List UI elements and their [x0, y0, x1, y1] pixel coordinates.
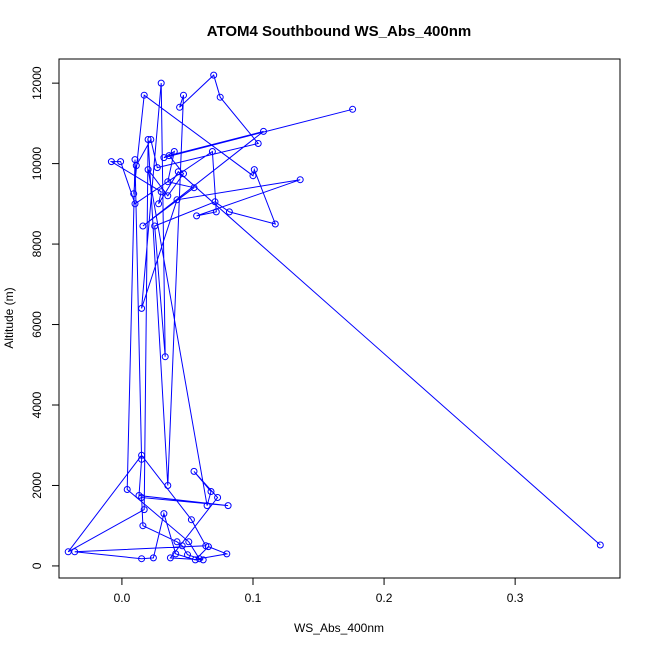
y-tick-label: 4000 [30, 391, 44, 418]
data-point [140, 506, 148, 514]
data-point [132, 162, 140, 170]
data-point [172, 550, 180, 558]
data-point [164, 178, 172, 186]
data-point [271, 220, 279, 228]
data-point [160, 510, 168, 518]
x-axis-label: WS_Abs_400nm [294, 621, 384, 635]
y-tick-label: 10000 [30, 147, 44, 181]
data-point [139, 222, 147, 230]
y-tick-label: 6000 [30, 311, 44, 338]
data-point [180, 91, 187, 99]
x-tick-label: 0.2 [376, 591, 393, 605]
data-point [153, 164, 161, 172]
data-point [211, 198, 219, 206]
data-point [212, 208, 220, 216]
data-point [117, 158, 125, 166]
data-point [161, 353, 169, 361]
data-point [157, 79, 165, 87]
data-point [224, 502, 232, 510]
series-line [67, 74, 601, 561]
data-point [151, 222, 159, 230]
chart-title: ATOM4 Southbound WS_Abs_400nm [207, 23, 471, 40]
data-point [138, 555, 146, 563]
x-tick-label: 0.3 [507, 591, 524, 605]
data-point [254, 140, 262, 147]
data-point [195, 555, 203, 563]
data-point [199, 556, 207, 564]
data-point [174, 168, 182, 176]
series-layer [64, 71, 604, 564]
data-point [138, 455, 146, 463]
data-point [260, 127, 267, 135]
data-point [144, 166, 152, 174]
data-point [216, 93, 224, 101]
data-point [64, 548, 72, 556]
y-tick-label: 12000 [30, 66, 44, 100]
data-point [144, 136, 152, 143]
data-point [130, 190, 138, 198]
data-point [184, 551, 191, 559]
data-point [187, 516, 195, 524]
data-point [157, 188, 165, 196]
data-point [107, 158, 115, 166]
data-point [191, 556, 199, 564]
data-point [208, 148, 216, 155]
data-point [210, 71, 218, 79]
data-point [131, 200, 139, 208]
data-point [164, 192, 172, 200]
data-point [250, 166, 258, 174]
data-point [155, 200, 163, 208]
data-point [296, 176, 304, 184]
x-tick-label: 0.1 [245, 591, 262, 605]
y-axis: 0 2000 4000 6000 8000 10000 12000 [30, 66, 60, 569]
data-point [149, 554, 157, 562]
data-point [596, 541, 604, 549]
y-tick-label: 0 [30, 562, 44, 569]
data-point [170, 148, 178, 155]
data-point [135, 492, 143, 499]
data-point [225, 208, 233, 216]
y-tick-label: 2000 [30, 472, 44, 499]
data-point [165, 152, 173, 160]
data-point [202, 542, 210, 550]
y-axis-label: Altitude (m) [2, 287, 16, 348]
data-point [140, 91, 148, 99]
x-tick-label: 0.0 [114, 591, 131, 605]
y-tick-label: 8000 [30, 230, 44, 257]
data-point [193, 212, 201, 220]
data-point [176, 103, 184, 111]
data-point [203, 502, 211, 510]
data-point [139, 522, 147, 530]
data-point [190, 467, 198, 475]
data-point [147, 136, 155, 143]
data-point [214, 494, 222, 501]
data-point [173, 538, 181, 546]
data-point [207, 488, 215, 495]
data-point [223, 550, 231, 558]
data-point [185, 538, 193, 546]
data-point [173, 196, 181, 204]
data-point [166, 554, 174, 562]
data-point [138, 451, 146, 459]
data-point [138, 304, 146, 312]
data-point [164, 482, 172, 489]
data-point [123, 486, 131, 493]
data-point [178, 542, 186, 550]
data-point [190, 184, 198, 192]
x-axis: 0.0 0.1 0.2 0.3 [114, 577, 524, 605]
data-point [349, 105, 357, 113]
